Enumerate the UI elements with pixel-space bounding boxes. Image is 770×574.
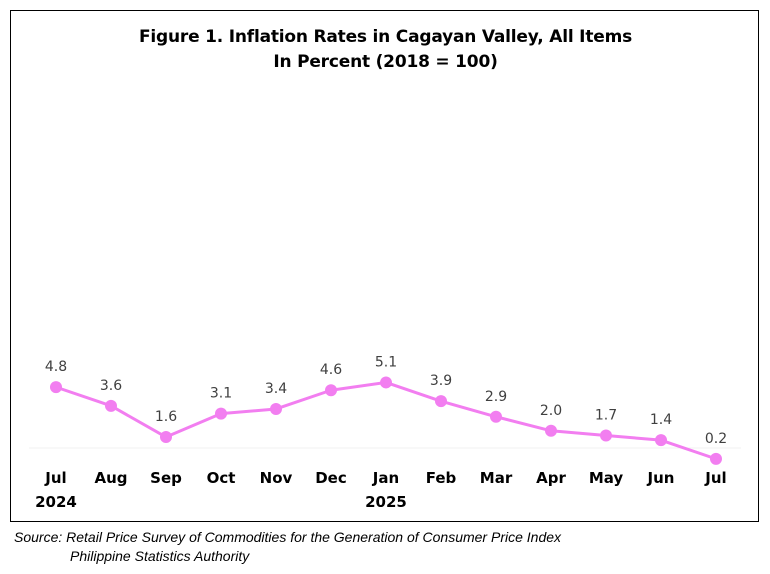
chart-frame: Figure 1. Inflation Rates in Cagayan Val… (10, 10, 759, 522)
data-label: 2.9 (485, 389, 507, 405)
data-point (380, 376, 392, 389)
data-label: 1.4 (650, 412, 672, 428)
data-point (160, 431, 172, 444)
data-point (105, 399, 117, 412)
data-point (435, 395, 447, 408)
data-label: 1.7 (595, 407, 617, 423)
data-label: 3.9 (430, 373, 452, 389)
data-point (215, 407, 227, 420)
data-label: 5.1 (375, 354, 397, 370)
x-tick-label: Mar (480, 469, 513, 487)
chart-title: Figure 1. Inflation Rates in Cagayan Val… (138, 27, 633, 47)
data-point (270, 402, 282, 415)
x-tick-label: Apr (536, 469, 566, 487)
data-point (710, 452, 722, 465)
x-tick-label: Aug (94, 469, 127, 487)
x-tick-label: Sep (150, 469, 182, 487)
x-year-label: 2025 (365, 493, 407, 511)
data-label: 2.0 (540, 403, 562, 419)
x-tick-label: Dec (315, 469, 347, 487)
data-point (50, 381, 62, 394)
x-tick-label: Oct (207, 469, 236, 487)
data-point (545, 424, 557, 437)
source-agency: Philippine Statistics Authority (70, 548, 250, 564)
source-note: Source: Retail Price Survey of Commoditi… (14, 529, 562, 545)
data-label: 3.6 (100, 378, 122, 394)
data-point (655, 434, 667, 447)
data-point (600, 429, 612, 442)
data-label: 4.6 (320, 362, 342, 378)
data-label: 3.1 (210, 386, 232, 402)
chart-subtitle: In Percent (2018 = 100) (273, 52, 498, 72)
x-tick-label: Jan (372, 469, 399, 487)
data-label: 3.4 (265, 381, 287, 397)
x-tick-label: Feb (426, 469, 457, 487)
x-year-label: 2024 (35, 493, 77, 511)
line-chart: 4.8 3.6 1.6 3.1 3.4 4.6 5.1 3.9 2.9 2.0 1.7 1.4 0.2 J… (29, 354, 741, 511)
x-tick-label: May (589, 469, 624, 487)
data-label: 1.6 (155, 409, 177, 425)
data-point (490, 410, 502, 423)
x-tick-label: Jul (44, 469, 66, 487)
data-point (325, 384, 337, 397)
data-label: 4.8 (45, 359, 67, 375)
x-tick-label: Jun (647, 469, 675, 487)
data-label: 0.2 (705, 431, 727, 447)
x-tick-label: Nov (260, 469, 293, 487)
x-tick-label: Jul (704, 469, 726, 487)
